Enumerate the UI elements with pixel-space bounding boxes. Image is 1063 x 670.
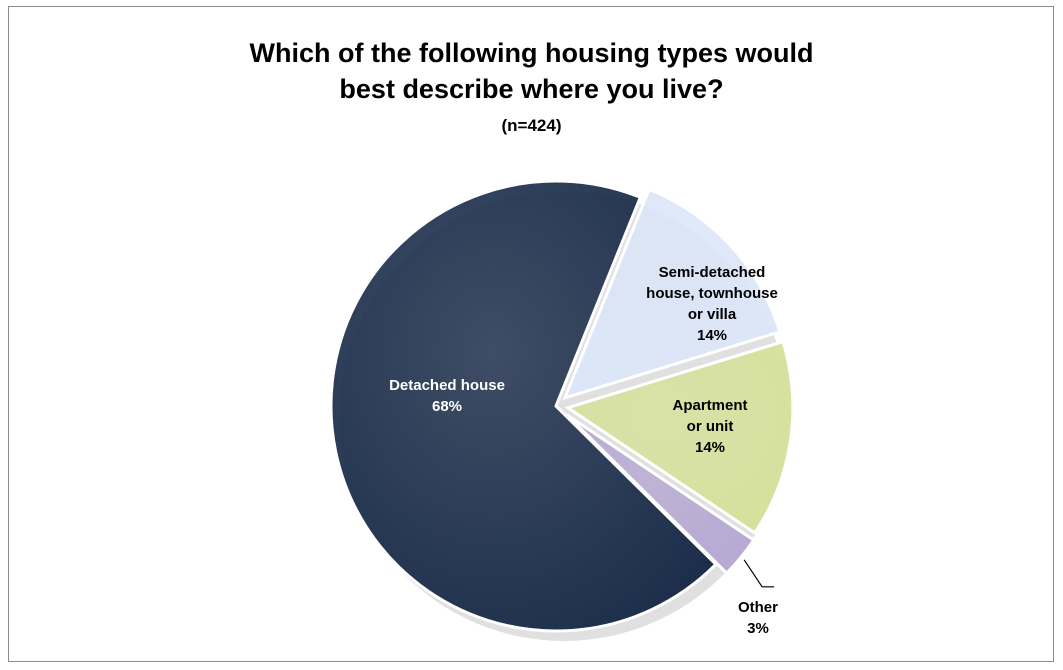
chart-subtitle: (n=424) xyxy=(501,116,562,135)
pie-slice-0 xyxy=(329,179,718,633)
leader-line-other xyxy=(743,559,775,588)
slice-label-2: Apartment or unit 14% xyxy=(672,397,747,456)
pie-slice-3 xyxy=(565,413,756,576)
slice-label-3: Other 3% xyxy=(738,599,778,637)
pie-slice-2 xyxy=(564,339,795,536)
slice-label-1: Semi-detached house, townhouse or villa 14% xyxy=(646,264,778,344)
chart-title-line-1: Which of the following housing types wou… xyxy=(249,38,814,68)
chart-title-line-2: best describe where you live? xyxy=(339,74,724,104)
pie-slice-1 xyxy=(562,187,782,401)
slice-label-0: Detached house 68% xyxy=(389,377,505,415)
